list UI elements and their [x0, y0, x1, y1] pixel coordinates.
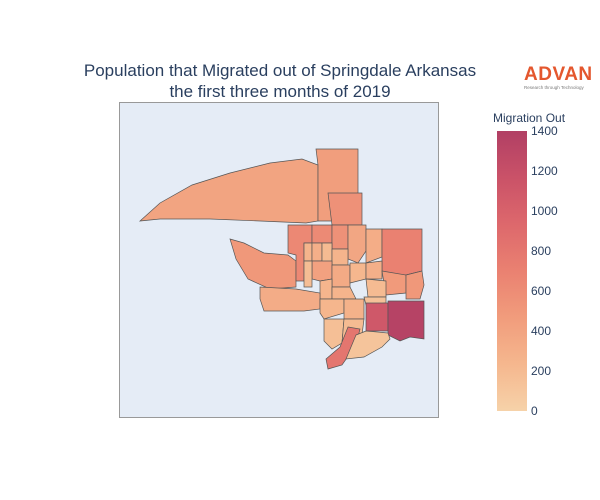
region-south-high-a[interactable] — [365, 302, 389, 332]
region-tract-u[interactable] — [343, 298, 365, 320]
colorbar-tick-label: 1400 — [531, 124, 558, 138]
region-north-east-column[interactable] — [327, 192, 363, 226]
region-tract-i[interactable] — [331, 248, 349, 266]
region-west-lobe[interactable] — [229, 238, 297, 290]
colorbar-tick-label: 400 — [531, 324, 552, 338]
region-south-strip[interactable] — [325, 326, 361, 370]
region-tract-f[interactable] — [303, 242, 313, 262]
region-tract-m[interactable] — [349, 262, 367, 284]
map-title-line1: Population that Migrated out of Springda… — [83, 61, 477, 80]
region-tract-t[interactable] — [319, 298, 345, 320]
colorbar-tick-label: 200 — [531, 364, 552, 378]
region-tract-k[interactable] — [331, 264, 351, 288]
region-tract-n[interactable] — [365, 260, 383, 280]
region-south-tail[interactable] — [345, 330, 391, 360]
colorbar-tick-label: 1000 — [531, 204, 558, 218]
map-title: Population that Migrated out of Springda… — [20, 60, 540, 102]
map-canvas[interactable] — [120, 103, 439, 418]
colorbar-tick-label: 800 — [531, 244, 552, 258]
logo-wordmark: ADVAN — [524, 64, 593, 85]
choropleth-map[interactable] — [119, 102, 439, 418]
colorbar-title: Migration Out — [493, 111, 566, 125]
region-tract-w[interactable] — [323, 318, 345, 350]
map-regions[interactable] — [138, 148, 425, 370]
region-tract-p[interactable] — [331, 286, 357, 300]
region-southwest-band[interactable] — [259, 286, 321, 312]
colorbar-tick-label: 1200 — [531, 164, 558, 178]
region-tract-d[interactable] — [347, 224, 367, 264]
region-tract-e[interactable] — [365, 228, 383, 264]
region-east-large[interactable] — [381, 228, 423, 276]
region-tract-c[interactable] — [331, 224, 349, 250]
colorbar-gradient — [497, 131, 527, 411]
colorbar-ticks: 0 200 400 600 800 1000 1200 1400 — [531, 124, 571, 418]
region-northwest-large[interactable] — [138, 158, 319, 224]
logo-tagline: Research through Technology — [524, 85, 584, 90]
region-tract-j[interactable] — [311, 260, 333, 282]
advan-logo: ADVAN Research through Technology — [524, 64, 596, 91]
region-tract-r[interactable] — [365, 278, 387, 298]
colorbar-tick-label: 600 — [531, 284, 552, 298]
region-tract-b[interactable] — [311, 224, 333, 244]
region-tract-o[interactable] — [319, 278, 333, 300]
region-tract-s[interactable] — [405, 270, 425, 300]
map-title-line2: the first three months of 2019 — [169, 82, 391, 101]
region-tract-g[interactable] — [311, 242, 323, 262]
region-south-high-b[interactable] — [387, 300, 425, 342]
colorbar-tick-label: 0 — [531, 404, 538, 418]
region-tract-l[interactable] — [303, 260, 313, 288]
region-tract-h[interactable] — [321, 242, 333, 264]
